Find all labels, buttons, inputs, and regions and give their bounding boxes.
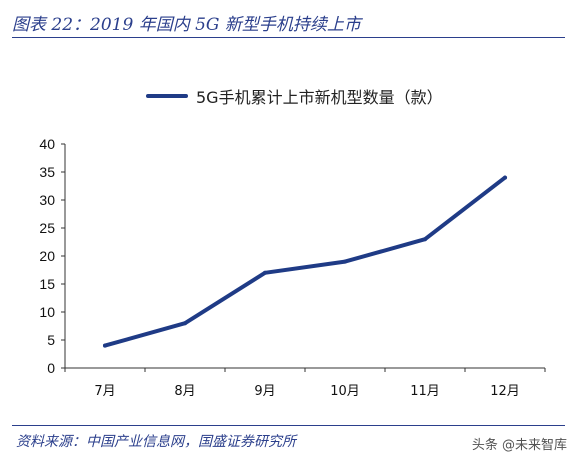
y-tick-label: 15 <box>39 276 55 292</box>
y-tick-label: 40 <box>39 136 55 152</box>
source-note: 资料来源：中国产业信息网，国盛证券研究所 <box>16 434 296 450</box>
x-tick-label: 10月 <box>330 384 360 399</box>
data-point <box>263 270 267 275</box>
y-tick-label: 25 <box>39 220 55 236</box>
legend-swatch <box>146 94 188 98</box>
y-tick-label: 10 <box>39 304 55 320</box>
chart-legend: 5G手机累计上市新机型数量（款） <box>146 84 443 108</box>
x-tick-label: 11月 <box>410 384 440 399</box>
x-tick-label: 7月 <box>94 384 115 399</box>
title-divider <box>12 37 565 38</box>
series-line <box>103 175 507 348</box>
data-point <box>183 321 187 326</box>
data-point <box>103 343 107 348</box>
y-tick-label: 35 <box>39 164 55 180</box>
y-tick-label: 0 <box>47 360 55 376</box>
y-tick-label: 5 <box>47 332 55 348</box>
y-tick-label: 20 <box>39 248 55 264</box>
y-tick-label: 30 <box>39 192 55 208</box>
figure-title: 图表 22：2019 年国内 5G 新型手机持续上市 <box>12 15 361 35</box>
data-point <box>423 237 427 242</box>
data-point <box>343 259 347 264</box>
x-tick-label: 9月 <box>254 384 275 399</box>
legend-label: 5G手机累计上市新机型数量（款） <box>196 88 443 107</box>
data-point <box>503 175 507 180</box>
x-tick-label: 12月 <box>490 384 520 399</box>
watermark: 头条 @未来智库 <box>471 438 567 453</box>
x-tick-label: 8月 <box>174 384 195 399</box>
footer-divider <box>12 425 565 426</box>
